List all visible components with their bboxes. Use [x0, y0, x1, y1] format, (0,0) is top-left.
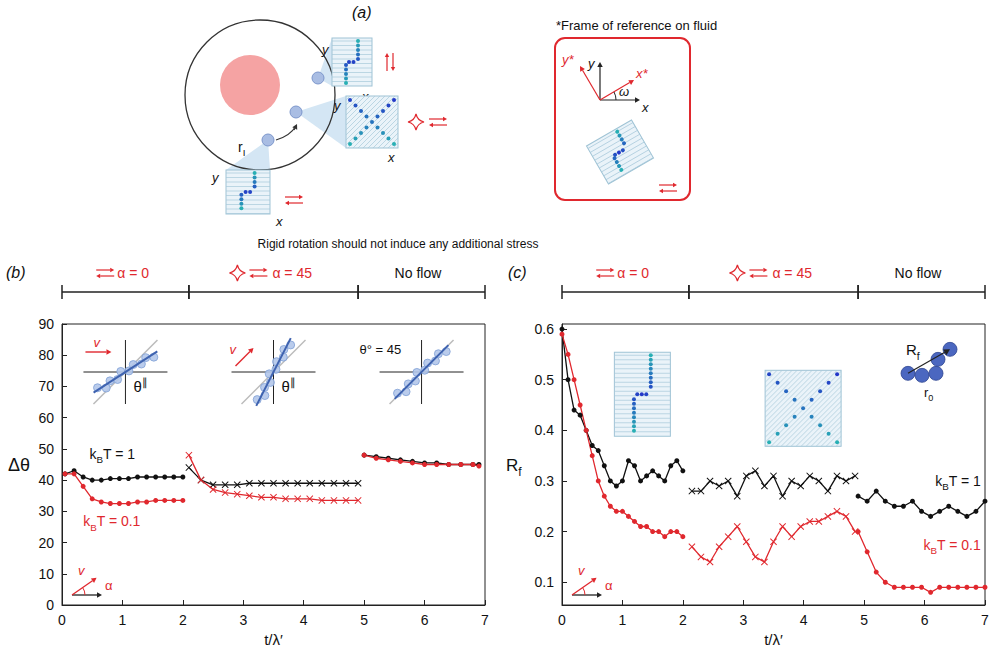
svg-text:y: y	[321, 42, 330, 57]
svg-text:5: 5	[860, 612, 868, 628]
svg-text:0.1: 0.1	[535, 574, 555, 590]
svg-text:ω: ω	[619, 84, 629, 99]
svg-text:0.6: 0.6	[535, 321, 555, 337]
svg-text:α: α	[605, 578, 613, 593]
svg-text:x: x	[275, 214, 283, 229]
svg-text:y: y	[587, 56, 596, 71]
svg-text:kBT = 0.1: kBT = 0.1	[83, 513, 140, 532]
svg-text:*Frame of reference on fluid: *Frame of reference on fluid	[556, 18, 717, 33]
svg-text:0.5: 0.5	[535, 372, 555, 388]
svg-text:2: 2	[179, 612, 187, 628]
svg-text:x: x	[641, 100, 649, 115]
svg-text:3: 3	[239, 612, 247, 628]
svg-text:t/λ′: t/λ′	[764, 631, 783, 648]
svg-text:No flow: No flow	[395, 265, 443, 281]
svg-text:70: 70	[38, 378, 54, 394]
svg-text:4: 4	[800, 612, 808, 628]
svg-text:v: v	[230, 342, 238, 357]
svg-text:0: 0	[46, 597, 54, 613]
svg-text:x: x	[387, 150, 395, 165]
svg-text:1: 1	[619, 612, 627, 628]
svg-text:7: 7	[481, 612, 489, 628]
svg-text:7: 7	[981, 612, 989, 628]
svg-text:20: 20	[38, 535, 54, 551]
svg-text:t/λ′: t/λ′	[264, 631, 283, 648]
svg-text:y*: y*	[561, 52, 575, 67]
svg-text:θ∥: θ∥	[133, 376, 147, 395]
svg-text:0: 0	[558, 612, 566, 628]
svg-text:(a): (a)	[352, 4, 372, 21]
svg-text:α = 45: α = 45	[772, 265, 812, 281]
svg-text:0.2: 0.2	[535, 524, 555, 540]
svg-text:6: 6	[421, 612, 429, 628]
svg-text:40: 40	[38, 472, 54, 488]
svg-text:2: 2	[679, 612, 687, 628]
svg-text:kBT = 0.1: kBT = 0.1	[924, 537, 981, 556]
svg-text:5: 5	[360, 612, 368, 628]
svg-text:6: 6	[921, 612, 929, 628]
svg-text:(b): (b)	[6, 264, 26, 281]
svg-text:θ° = 45: θ° = 45	[360, 342, 402, 357]
svg-text:θ∥: θ∥	[282, 376, 296, 395]
svg-text:kBT = 1: kBT = 1	[935, 473, 981, 492]
svg-text:r0: r0	[924, 385, 933, 403]
svg-text:(c): (c)	[508, 264, 527, 281]
svg-text:3: 3	[739, 612, 747, 628]
svg-text:y: y	[211, 170, 220, 185]
svg-text:10: 10	[38, 566, 54, 582]
svg-text:kBT = 1: kBT = 1	[89, 446, 135, 465]
svg-text:0.3: 0.3	[535, 473, 555, 489]
svg-text:Rf: Rf	[506, 456, 522, 479]
svg-text:0: 0	[58, 612, 66, 628]
svg-text:x*: x*	[635, 66, 649, 81]
svg-text:1: 1	[119, 612, 127, 628]
svg-text:rI: rI	[238, 139, 245, 158]
svg-text:α = 45: α = 45	[272, 265, 312, 281]
svg-text:4: 4	[300, 612, 308, 628]
svg-text:Δθ: Δθ	[8, 455, 30, 475]
svg-text:v: v	[78, 563, 86, 578]
svg-text:80: 80	[38, 347, 54, 363]
svg-text:v: v	[578, 563, 586, 578]
svg-text:α = 0: α = 0	[117, 265, 149, 281]
svg-text:Rigid rotation should not indu: Rigid rotation should not induce any add…	[258, 237, 539, 251]
svg-text:60: 60	[38, 410, 54, 426]
svg-text:α = 0: α = 0	[617, 265, 649, 281]
svg-text:30: 30	[38, 503, 54, 519]
svg-text:0.4: 0.4	[535, 422, 555, 438]
svg-text:No flow: No flow	[895, 265, 943, 281]
svg-text:v: v	[93, 335, 101, 350]
svg-text:α: α	[105, 578, 113, 593]
svg-text:y: y	[333, 98, 342, 113]
svg-text:Rf: Rf	[906, 341, 920, 362]
svg-text:90: 90	[38, 316, 54, 332]
svg-text:50: 50	[38, 441, 54, 457]
